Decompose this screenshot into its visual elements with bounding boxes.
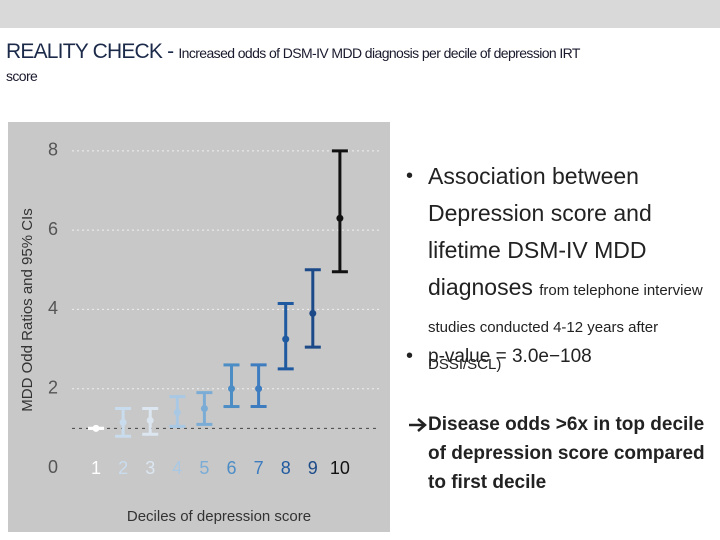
- point: [255, 385, 263, 393]
- y-axis-label: MDD Odd Ratios and 95% CIs: [19, 208, 36, 411]
- point: [92, 424, 100, 432]
- title-lead: REALITY CHECK -: [6, 40, 179, 63]
- point: [173, 408, 181, 416]
- point: [228, 385, 235, 393]
- conclusion: Disease odds >6x in top decile of depres…: [408, 410, 708, 497]
- chart-background: [8, 122, 390, 532]
- chart: Deciles of depression score MDD Odd Rati…: [8, 122, 390, 532]
- x-axis-label: Deciles of depression score: [127, 508, 311, 525]
- point: [336, 214, 344, 222]
- x-tick-label: 9: [308, 458, 318, 478]
- title-rest: Increased odds of DSM-IV MDD diagnosis p…: [6, 45, 580, 84]
- bullet-2: • p-value = 3.0e−108: [406, 345, 592, 368]
- x-tick-label: 6: [226, 458, 236, 478]
- y-tick-label: 8: [48, 140, 58, 160]
- bullet-2-text: p-value = 3.0e−108: [428, 346, 592, 367]
- y-tick-label: 4: [48, 298, 58, 318]
- x-tick-label: 1: [91, 458, 101, 478]
- bullet-1: • Association between Depression score an…: [406, 158, 708, 380]
- y-tick-label: 2: [48, 377, 58, 397]
- conclusion-text: Disease odds >6x in top decile of depres…: [428, 414, 705, 493]
- bullet-1-note: from telephone interview studies conduct…: [428, 282, 703, 373]
- bullet-1-main: Association between Depression score and…: [428, 163, 652, 300]
- slide-title: REALITY CHECK - Increased odds of DSM-IV…: [6, 40, 606, 88]
- x-tick-label: 8: [281, 458, 291, 478]
- x-tick-label: 4: [172, 458, 182, 478]
- bullet-dot: •: [406, 345, 414, 367]
- top-banner: [0, 0, 720, 28]
- point: [119, 418, 127, 426]
- y-tick-label: 6: [48, 219, 58, 239]
- point: [200, 405, 208, 413]
- x-tick-label: 2: [118, 458, 128, 478]
- x-tick-label: 10: [330, 458, 350, 478]
- x-tick-label: 7: [254, 458, 264, 478]
- x-tick-label: 5: [199, 458, 209, 478]
- point: [309, 309, 317, 317]
- point: [146, 416, 154, 424]
- point: [282, 335, 290, 343]
- bullet-dot: •: [406, 165, 414, 187]
- y-tick-label: 0: [48, 457, 58, 477]
- arrow-icon: [409, 418, 427, 432]
- x-tick-label: 3: [145, 458, 155, 478]
